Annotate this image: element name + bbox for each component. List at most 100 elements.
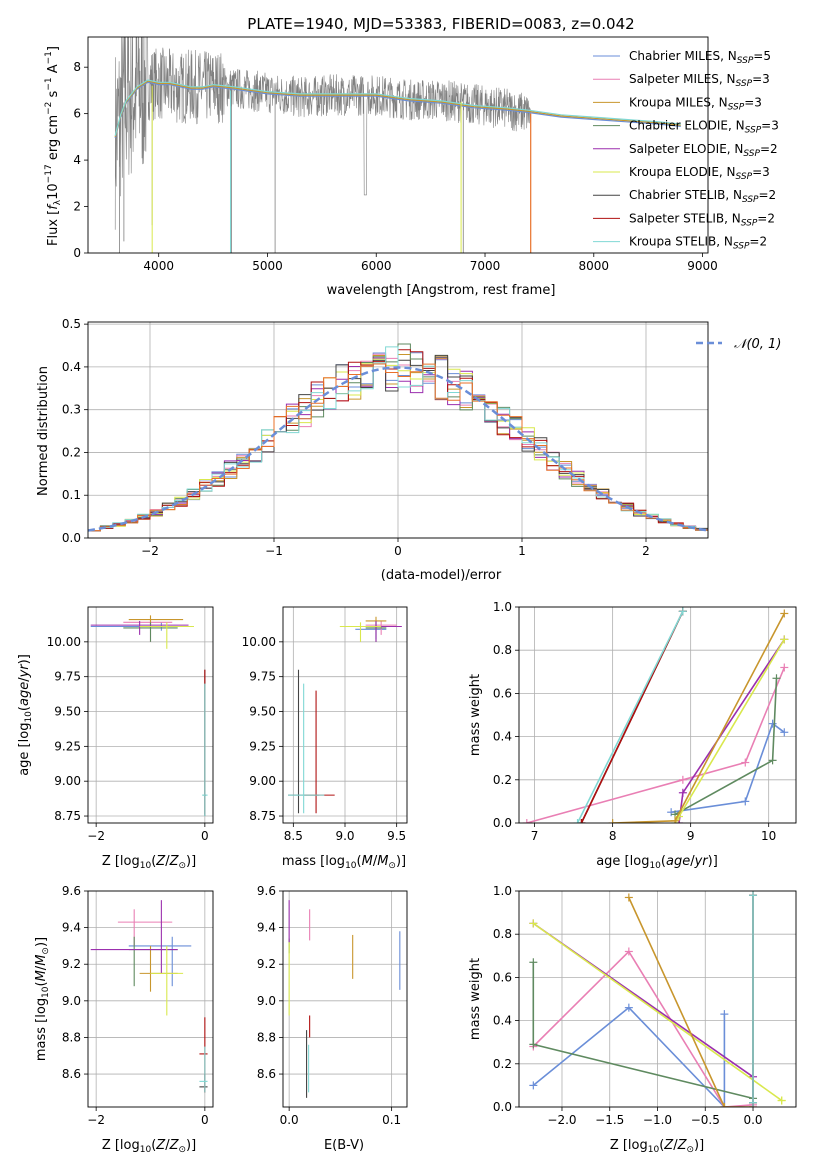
y-tick-label: 0.5 <box>62 317 81 331</box>
mass-weight-line <box>628 897 753 1107</box>
weight-vs-z-panel: −2.0 −1.5 −1.0 −0.5 0.0 0.0 0.2 0.4 0.6 0.8 1.0 Z … <box>468 884 797 1155</box>
y-tick-label: 8 <box>73 60 81 74</box>
legend-label: Kroupa STELIB, NSSP=2 <box>629 235 767 252</box>
x-tick-label: −1 <box>265 544 283 558</box>
normal-legend-label: 𝒩(0, 1) <box>734 337 781 352</box>
y-tick-label: 9.75 <box>54 670 81 684</box>
model-spectrum-line <box>114 80 681 138</box>
axes-frame <box>282 606 408 824</box>
figure-title: PLATE=1940, MJD=53383, FIBERID=0083, z=0… <box>247 15 634 33</box>
weight-vs-age-panel: 7 8 9 10 0.0 0.2 0.4 0.6 0.8 1.0 age [log10(age/y… <box>468 600 797 871</box>
y-tick-label: 9.6 <box>257 884 276 898</box>
age-vs-z-plot: −2 0 8.75 9.00 9.25 9.50 9.75 10.00 <box>47 606 214 843</box>
axes-frame <box>87 890 214 1108</box>
x-tick-label: 8 <box>609 829 617 843</box>
mass-weight-line <box>674 638 785 823</box>
x-tick-label: 7 <box>531 829 539 843</box>
mass-weight-line <box>532 950 754 1107</box>
y-tick-label: 0.2 <box>493 1057 512 1071</box>
mass-weight-line <box>526 667 786 823</box>
y-tick-label: 0.2 <box>62 445 81 459</box>
legend-label: Salpeter MILES, NSSP=3 <box>629 72 770 89</box>
y-tick-label: 9.50 <box>54 705 81 719</box>
x-tick-label: 10 <box>761 829 776 843</box>
plot-area <box>114 37 681 253</box>
x-tick-label: 2 <box>642 544 650 558</box>
age-vs-z-xlabel: Z [log10(Z/Z⊙)] <box>102 854 196 871</box>
y-tick-label: 6 <box>73 107 81 121</box>
weight-vs-age-plot: 7 8 9 10 0.0 0.2 0.4 0.6 0.8 1.0 <box>493 600 797 843</box>
y-tick-label: 9.4 <box>62 921 81 935</box>
mass-vs-ebv-panel: 0.0 0.1 8.6 8.8 9.0 9.2 9.4 9.6 E(B-V) <box>257 884 408 1153</box>
y-tick-label: 0.4 <box>493 1014 512 1028</box>
spectrum-ylabel: Flux [fλ10−17 erg cm−2 s−1 A−1] <box>44 46 63 246</box>
model-spectrum-line <box>114 81 681 139</box>
spectrum-legend: Chabrier MILES, NSSP=5 Salpeter MILES, NS… <box>593 49 779 252</box>
x-tick-label: 0 <box>394 544 402 558</box>
age-vs-z-panel: −2 0 8.75 9.00 9.25 9.50 9.75 10.00 Z [log10(Z/… <box>17 606 214 871</box>
legend-label: Kroupa ELODIE, NSSP=3 <box>629 165 770 182</box>
plot-area <box>88 343 708 532</box>
y-tick-label: 0.6 <box>493 970 512 984</box>
plot-area <box>90 900 208 1093</box>
weight-vs-age-ylabel: mass weight <box>468 674 483 756</box>
x-tick-label: 9 <box>687 829 695 843</box>
axes-frame <box>282 890 408 1108</box>
x-tick-label: 8000 <box>579 259 610 273</box>
x-tick-label: 5000 <box>252 259 283 273</box>
y-tick-label: 0.0 <box>493 1100 512 1114</box>
x-tick-label: −1.5 <box>595 1113 624 1127</box>
mass-vs-ebv-xlabel: E(B-V) <box>324 1138 364 1153</box>
mass-vs-z-plot: −2 0 8.6 8.8 9.0 9.2 9.4 9.6 <box>62 884 214 1127</box>
y-tick-label: 0.3 <box>62 403 81 417</box>
y-tick-label: 0 <box>73 246 81 260</box>
y-tick-label: 2 <box>73 200 81 214</box>
x-tick-label: −2.0 <box>547 1113 576 1127</box>
x-tick-label: −2 <box>87 1113 105 1127</box>
weight-vs-z-xlabel: Z [log10(Z/Z⊙)] <box>610 1138 704 1155</box>
normal-distribution-curve <box>88 366 708 532</box>
y-tick-label: 0.4 <box>62 360 81 374</box>
axes-frame <box>87 321 709 539</box>
mass-weight-line <box>532 962 754 1100</box>
x-tick-label: 0.0 <box>280 1113 299 1127</box>
y-tick-label: 8.8 <box>257 1030 276 1044</box>
x-tick-label: −2 <box>141 544 159 558</box>
x-tick-label: −0.5 <box>691 1113 720 1127</box>
weight-vs-z-plot: −2.0 −1.5 −1.0 −0.5 0.0 0.0 0.2 0.4 0.6 0.8 1.0 <box>493 884 797 1127</box>
x-tick-label: 4000 <box>143 259 174 273</box>
legend-label: Chabrier ELODIE, NSSP=3 <box>629 119 779 136</box>
y-tick-label: 9.25 <box>249 739 276 753</box>
y-tick-label: 8.6 <box>62 1067 81 1081</box>
y-tick-label: 8.75 <box>54 809 81 823</box>
spectrum-xlabel: wavelength [Angstrom, rest frame] <box>327 283 556 298</box>
legend-label: Chabrier MILES, NSSP=5 <box>629 49 771 66</box>
legend-label: Kroupa MILES, NSSP=3 <box>629 95 762 112</box>
mass-vs-z-xlabel: Z [log10(Z/Z⊙)] <box>102 1138 196 1155</box>
y-tick-label: 0.0 <box>62 531 81 545</box>
axes-frame <box>87 606 214 824</box>
y-tick-label: 4 <box>73 153 81 167</box>
mass-weight-line <box>532 922 783 1102</box>
y-tick-label: 9.75 <box>249 670 276 684</box>
legend-label: Salpeter ELODIE, NSSP=2 <box>629 142 778 159</box>
y-tick-label: 0.0 <box>493 816 512 830</box>
age-vs-mass-xlabel: mass [log10(M/M⊙)] <box>282 854 406 871</box>
mass-vs-z-ylabel: mass [log10(M/M⊙)] <box>34 937 51 1061</box>
mass-weight-line <box>671 722 785 813</box>
y-tick-label: 9.0 <box>257 994 276 1008</box>
residuals-plot: −2 −1 0 1 2 0.0 0.1 0.2 0.3 0.4 0.5 <box>62 317 709 558</box>
residuals-xlabel: (data-model)/error <box>381 568 502 583</box>
y-tick-label: 9.6 <box>62 884 81 898</box>
y-tick-label: 9.2 <box>257 957 276 971</box>
age-vs-mass-panel: 8.5 9.0 9.5 8.75 9.00 9.25 9.50 9.75 10.00 mass … <box>242 606 408 871</box>
plot-area <box>529 891 786 1107</box>
plot-area <box>288 616 402 814</box>
x-tick-label: 9.0 <box>335 829 354 843</box>
y-tick-label: 0.8 <box>493 643 512 657</box>
spectrum-panel: 4000 5000 6000 7000 8000 9000 0 2 4 6 8 wavelength… <box>44 36 779 298</box>
x-tick-label: 7000 <box>470 259 501 273</box>
x-tick-label: 0.0 <box>743 1113 762 1127</box>
observed-spectrum-line <box>114 37 531 230</box>
